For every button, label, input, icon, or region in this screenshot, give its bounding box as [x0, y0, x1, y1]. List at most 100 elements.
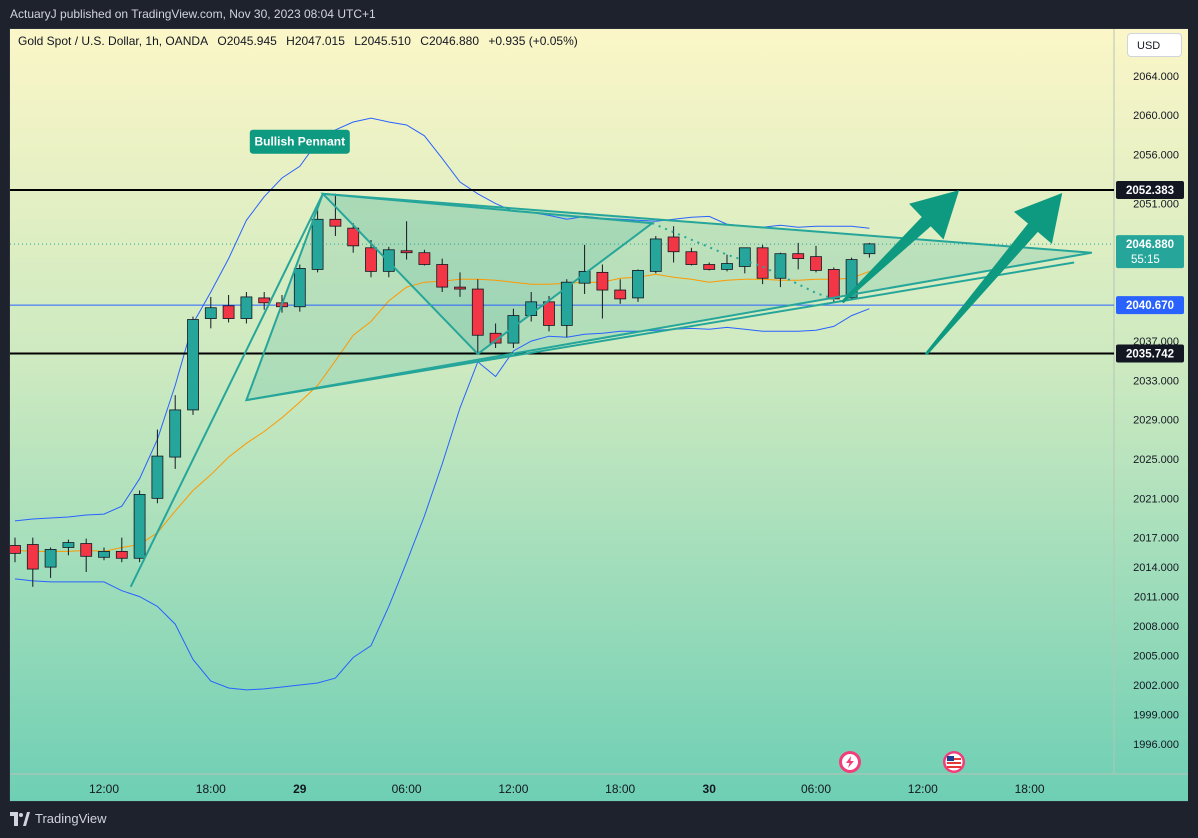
candle-body [10, 545, 21, 554]
pennant-fill [246, 193, 1092, 401]
candle-body [98, 550, 110, 558]
candle-body [222, 305, 235, 319]
y-tick-label: 2011.000 [1134, 592, 1179, 604]
legend-close: C2046.880 [420, 34, 480, 48]
y-tick-label: 2017.000 [1133, 533, 1179, 545]
candle-body [115, 550, 128, 559]
candle-body [774, 253, 787, 279]
x-tick-label: 12:00 [498, 782, 528, 796]
candle-body [667, 236, 680, 253]
pattern-label: Bullish Pennant [254, 135, 345, 149]
x-tick-label: 12:00 [908, 782, 938, 796]
candle-body [685, 251, 698, 265]
candle-body [703, 264, 716, 270]
level-price-label-1: 2040.670 [1126, 300, 1174, 312]
inner-triangle-outline [320, 192, 655, 356]
countdown-label: 55:15 [1131, 254, 1160, 266]
candle-body [44, 549, 57, 568]
candle-body [792, 253, 805, 260]
level-price-label-2: 2035.742 [1126, 348, 1174, 360]
candle-body [721, 263, 733, 270]
x-tick-label: 30 [703, 782, 717, 796]
candle-body [329, 218, 342, 227]
candle-body [845, 259, 858, 299]
y-tick-label: 2005.000 [1133, 651, 1179, 663]
candle-body [204, 307, 217, 319]
flash-event-icon[interactable] [839, 751, 861, 773]
candle-body [436, 264, 449, 288]
legend-open: O2045.945 [217, 34, 277, 48]
candle-body [400, 250, 413, 254]
candle-body [133, 494, 146, 559]
symbol-legend: Gold Spot / U.S. Dollar, 1h, OANDA O2045… [18, 34, 584, 48]
candle-body [454, 286, 466, 290]
candle-body [258, 297, 271, 304]
candle-body [62, 542, 75, 548]
candle-body [80, 543, 93, 557]
x-tick-label: 18:00 [196, 782, 226, 796]
candle-body [418, 252, 431, 265]
pattern-label-box [249, 129, 350, 154]
candle-body [347, 227, 360, 247]
y-tick-label: 1996.000 [1133, 739, 1179, 751]
candle-body [311, 218, 324, 270]
x-tick-label: 06:00 [392, 782, 422, 796]
level-price-box-2 [1116, 344, 1184, 363]
y-tick-label: 2008.000 [1133, 621, 1179, 633]
candle-body [560, 281, 573, 326]
y-tick-label: 1999.000 [1133, 709, 1179, 721]
candle-body [240, 296, 253, 319]
candle-body [507, 315, 520, 344]
candle-body [543, 301, 555, 326]
x-tick-label: 12:00 [89, 782, 119, 796]
last-price-label: 2046.880 [1126, 239, 1174, 251]
candle-body [596, 271, 609, 291]
x-tick-label: 18:00 [1015, 782, 1045, 796]
flagpole-line [129, 193, 324, 588]
legend-change: +0.935 (+0.05%) [488, 34, 578, 48]
legend-symbol: Gold Spot / U.S. Dollar, 1h, OANDA [18, 34, 209, 48]
y-tick-label: 2033.000 [1133, 375, 1179, 387]
tradingview-logo[interactable]: TradingView [10, 811, 107, 826]
us-flag-icon[interactable] [943, 751, 965, 773]
inner-triangle-fill [322, 193, 653, 354]
candle-body [649, 238, 662, 272]
y-tick-label: 2051.000 [1133, 199, 1179, 211]
y-tick-label: 2064.000 [1133, 71, 1179, 83]
legend-high: H2047.015 [286, 34, 345, 48]
y-tick-label: 2002.000 [1133, 680, 1179, 692]
breakout-arrow-1 [924, 193, 1063, 356]
legend-low: L2045.510 [354, 34, 411, 48]
level-price-box-0 [1116, 181, 1184, 199]
candle-body [365, 247, 377, 272]
candle-body [738, 247, 751, 267]
candle-body [169, 409, 182, 458]
candle-body [756, 247, 769, 279]
tradingview-logo-text: TradingView [35, 811, 107, 826]
y-tick-label: 2021.000 [1133, 493, 1179, 505]
pennant-outline [244, 192, 1093, 402]
y-tick-label: 2060.000 [1133, 110, 1179, 122]
lower-band-line [14, 308, 870, 691]
candle-body [26, 544, 39, 570]
footer-bar: TradingView [0, 802, 1198, 838]
candle-body [827, 269, 840, 300]
candle-body [187, 319, 199, 411]
candle-body [614, 289, 627, 300]
candle-body [632, 269, 644, 299]
tradingview-logo-icon [10, 811, 30, 826]
level-price-box-1 [1116, 296, 1184, 315]
candle-body [863, 243, 876, 255]
price-chart[interactable]: Bullish Pennant 2064.000 2060.000 2056.000… [10, 29, 1188, 801]
candle-body [810, 256, 822, 271]
currency-button[interactable]: USD [1127, 33, 1182, 57]
candle-body [151, 455, 164, 499]
breakout-arrow-0 [841, 190, 960, 304]
y-tick-label: 2025.000 [1133, 454, 1179, 466]
candle-body [489, 332, 502, 344]
y-tick-label: 2029.000 [1133, 415, 1179, 427]
y-tick-label: 2014.000 [1133, 562, 1179, 574]
x-tick-label: 06:00 [801, 782, 831, 796]
chart-background [10, 29, 1188, 801]
candle-body [471, 288, 484, 336]
